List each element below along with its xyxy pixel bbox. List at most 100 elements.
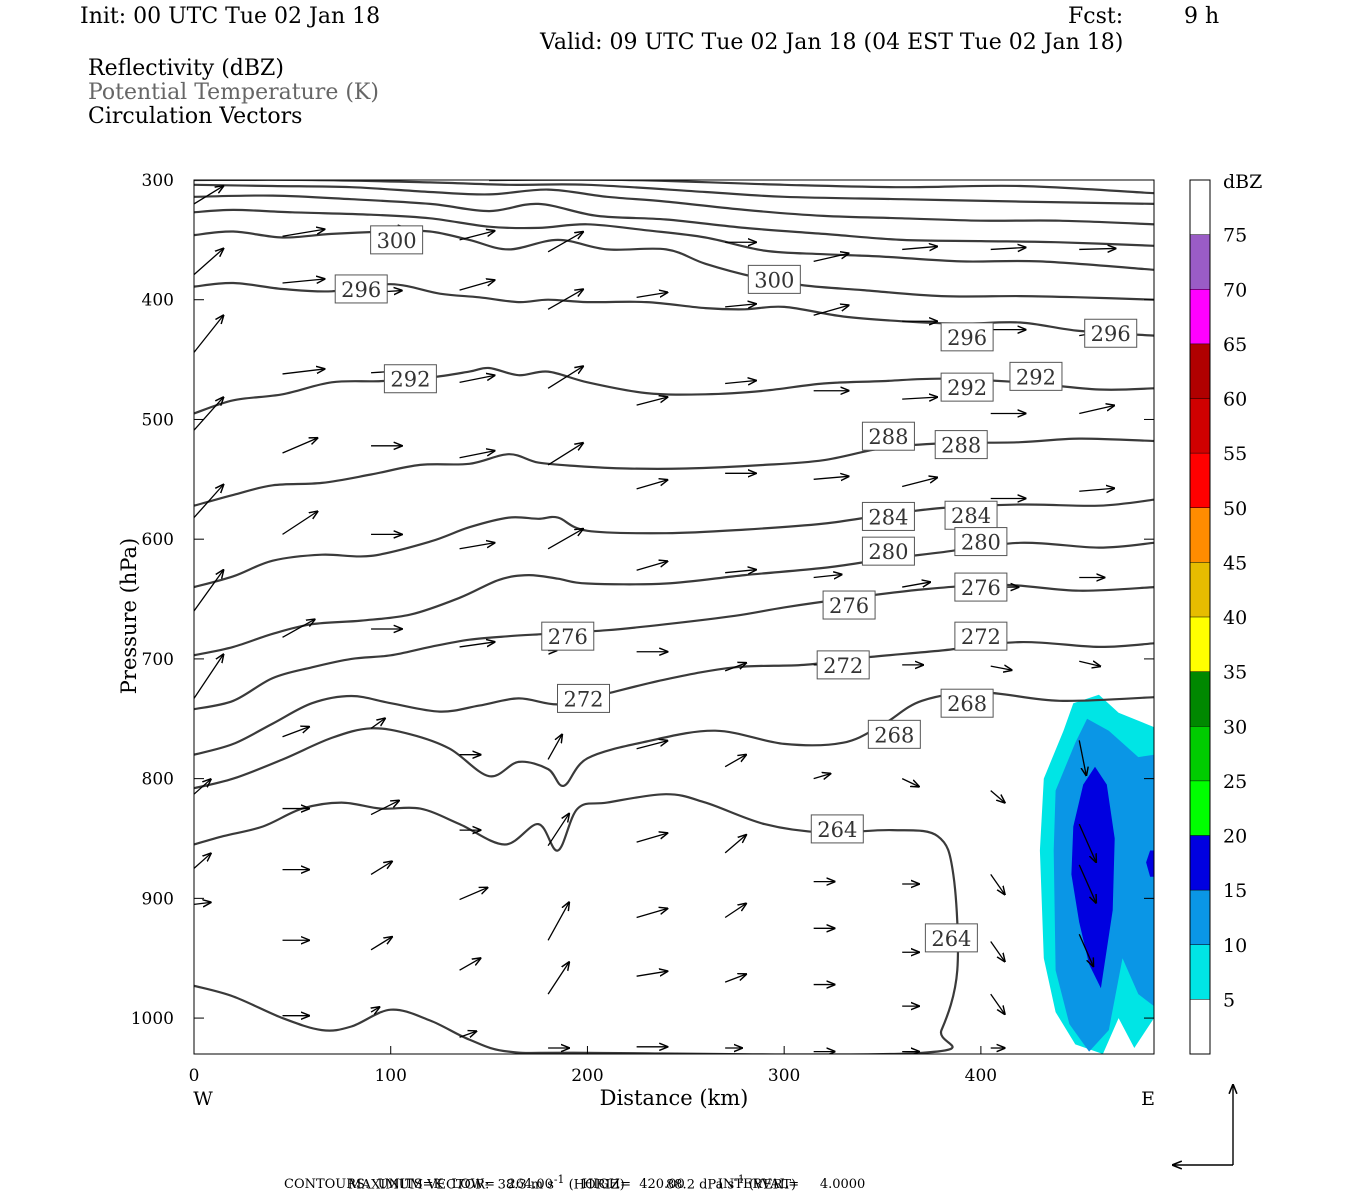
circulation-vector bbox=[547, 366, 583, 389]
svg-text:288: 288 bbox=[941, 434, 981, 458]
circulation-vector bbox=[547, 902, 569, 941]
theta-contour-312k bbox=[194, 183, 1154, 226]
circulation-vector bbox=[636, 833, 668, 843]
colorbar-tick-label: 75 bbox=[1223, 225, 1247, 247]
svg-text:276: 276 bbox=[548, 625, 588, 649]
circulation-vector bbox=[459, 375, 495, 383]
circulation-vector bbox=[459, 1031, 477, 1037]
circulation-vector bbox=[194, 397, 223, 431]
reflectivity-area-15-dbz bbox=[1146, 850, 1154, 877]
max-vertical-unit: (VERT) bbox=[748, 1177, 797, 1193]
svg-text:276: 276 bbox=[961, 576, 1001, 600]
circulation-vector bbox=[1078, 864, 1096, 903]
colorbar-tick-label: 45 bbox=[1223, 552, 1247, 574]
circulation-vector bbox=[194, 186, 223, 205]
circulation-vector bbox=[459, 543, 495, 550]
circulation-vector bbox=[370, 861, 392, 875]
circulation-vector bbox=[990, 874, 1005, 894]
circulation-vector bbox=[459, 231, 495, 241]
circulation-vector bbox=[724, 755, 746, 768]
circulation-vector bbox=[725, 570, 756, 573]
svg-text:272: 272 bbox=[823, 654, 863, 678]
svg-text:268: 268 bbox=[874, 723, 914, 747]
svg-text:292: 292 bbox=[947, 376, 987, 400]
colorbar-tick-label: 20 bbox=[1223, 826, 1247, 848]
circulation-vector bbox=[459, 958, 481, 971]
contour-label-276: 276 bbox=[954, 572, 1008, 602]
contour-label-296: 296 bbox=[334, 274, 388, 304]
svg-text:280: 280 bbox=[961, 531, 1001, 555]
contour-label-280: 280 bbox=[954, 527, 1008, 557]
contour-label-292: 292 bbox=[383, 364, 437, 394]
colorbar-segment bbox=[1190, 180, 1210, 235]
svg-text:272: 272 bbox=[563, 687, 603, 711]
circulation-vector bbox=[547, 443, 583, 466]
circulation-vector bbox=[282, 511, 318, 535]
circulation-vector bbox=[725, 381, 756, 384]
max-vector-line: MAXIMUM VECTOR: 38.3 m s-1 (HORIZ) 88.2 … bbox=[348, 1173, 797, 1193]
y-axis-title: Pressure (hPa) bbox=[117, 538, 141, 694]
circulation-vector bbox=[547, 814, 569, 847]
circulation-vector bbox=[813, 574, 842, 577]
circulation-vector bbox=[282, 279, 325, 283]
contour-label-268: 268 bbox=[867, 719, 921, 749]
colorbar-segment bbox=[1190, 780, 1210, 836]
max-horizontal-vector: 38.3 m s bbox=[497, 1177, 554, 1193]
contour-label-292: 292 bbox=[1009, 361, 1063, 391]
circulation-vector bbox=[1079, 661, 1100, 666]
circulation-vector bbox=[459, 280, 495, 291]
colorbar-segment bbox=[1190, 234, 1210, 290]
max-vertical-vector: 88.2 dPa s bbox=[666, 1177, 735, 1193]
circulation-vector bbox=[636, 292, 668, 298]
circulation-vector bbox=[1079, 488, 1114, 491]
contour-label-296: 296 bbox=[940, 322, 994, 352]
contour-label-276: 276 bbox=[822, 590, 876, 620]
circulation-vector bbox=[194, 570, 223, 612]
colorbar-segment bbox=[1190, 944, 1210, 1000]
theta-contour-276k bbox=[194, 583, 1154, 711]
contour-info: CONTOURS: UNITS=K LOW= 264.00 HIGH= 420.… bbox=[284, 1177, 866, 1192]
y-tick-label: 900 bbox=[142, 889, 174, 909]
contour-label-264: 264 bbox=[810, 814, 864, 844]
contour-label-296: 296 bbox=[1084, 318, 1138, 348]
plot-frame bbox=[193, 179, 1155, 1055]
colorbar-tick-label: 70 bbox=[1223, 279, 1247, 301]
svg-text:292: 292 bbox=[390, 368, 430, 392]
contour-label-272: 272 bbox=[954, 621, 1008, 651]
colorbar-tick-label: 25 bbox=[1223, 771, 1247, 793]
east-label: E bbox=[1141, 1088, 1155, 1110]
circulation-vector bbox=[282, 619, 315, 638]
circulation-vector bbox=[990, 790, 1005, 803]
circulation-vector bbox=[636, 909, 668, 919]
colorbar-tick-label: 65 bbox=[1223, 334, 1247, 356]
circulation-vector bbox=[547, 232, 583, 253]
reflectivity-area-15-dbz bbox=[1071, 766, 1115, 989]
colorbar-segment bbox=[1190, 507, 1210, 563]
circulation-vector bbox=[370, 801, 399, 816]
svg-text:268: 268 bbox=[947, 692, 987, 716]
circulation-vector bbox=[371, 1007, 379, 1012]
theta-contour-316k bbox=[194, 180, 1154, 205]
circulation-vector bbox=[1078, 934, 1093, 966]
circulation-vector bbox=[370, 718, 385, 729]
circulation-vector bbox=[547, 529, 583, 550]
theta-contour-288k bbox=[194, 437, 1154, 507]
circulation-vector bbox=[902, 397, 937, 399]
circulation-vector bbox=[724, 974, 746, 983]
colorbar-tick-label: 5 bbox=[1223, 989, 1235, 1011]
circulation-vector bbox=[547, 734, 562, 760]
colorbar-segment bbox=[1190, 890, 1210, 945]
circulation-vector bbox=[813, 253, 849, 263]
colorbar-tick-label: 40 bbox=[1223, 607, 1247, 629]
circulation-vector bbox=[990, 993, 1005, 1014]
circulation-vector bbox=[370, 937, 392, 951]
svg-text:264: 264 bbox=[931, 927, 971, 951]
y-tick-label: 400 bbox=[142, 291, 174, 311]
legend-circulation-vectors: Circulation Vectors bbox=[88, 104, 303, 129]
theta-contour-308k bbox=[194, 194, 1154, 247]
theta-contour-264k bbox=[194, 793, 960, 1054]
circulation-vector bbox=[282, 727, 310, 738]
colorbar-segment bbox=[1190, 289, 1210, 344]
contour-label-292: 292 bbox=[940, 372, 994, 402]
